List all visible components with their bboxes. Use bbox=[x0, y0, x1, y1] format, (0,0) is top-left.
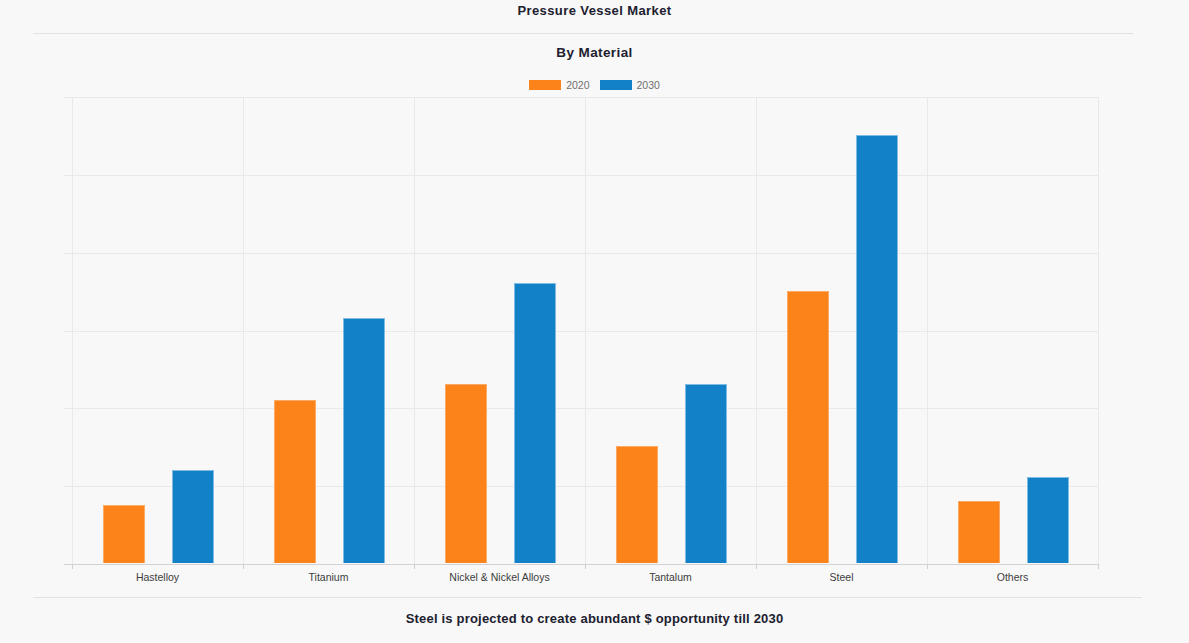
x-axis-tick bbox=[756, 564, 757, 569]
x-axis-tick bbox=[585, 564, 586, 569]
v-gridline bbox=[72, 97, 73, 564]
h-gridline bbox=[64, 253, 1098, 254]
bar-steel-2020[interactable] bbox=[787, 291, 829, 563]
h-gridline bbox=[64, 331, 1098, 332]
bar-others-2020[interactable] bbox=[958, 501, 1000, 563]
v-gridline bbox=[414, 97, 415, 564]
bar-titanium-2020[interactable] bbox=[274, 400, 316, 563]
x-axis-line bbox=[64, 564, 1098, 565]
x-axis-tick bbox=[927, 564, 928, 569]
h-gridline bbox=[64, 97, 1098, 98]
x-axis-tick bbox=[414, 564, 415, 569]
h-gridline bbox=[64, 486, 1098, 487]
bottom-divider bbox=[33, 597, 1142, 598]
v-gridline bbox=[1098, 97, 1099, 564]
category-label-hastelloy: Hastelloy bbox=[72, 571, 243, 583]
v-gridline bbox=[243, 97, 244, 564]
chart-legend: 2020 2030 bbox=[0, 79, 1189, 91]
x-axis-tick bbox=[72, 564, 73, 569]
x-axis-tick bbox=[243, 564, 244, 569]
h-gridline bbox=[64, 408, 1098, 409]
bar-hastelloy-2030[interactable] bbox=[172, 470, 214, 563]
bar-steel-2030[interactable] bbox=[856, 135, 898, 563]
category-label-nickel-nickel-alloys: Nickel & Nickel Alloys bbox=[414, 571, 585, 583]
top-divider bbox=[33, 33, 1133, 34]
plot-area: HastelloyTitaniumNickel & Nickel AlloysT… bbox=[72, 97, 1098, 564]
v-gridline bbox=[756, 97, 757, 564]
category-label-steel: Steel bbox=[756, 571, 927, 583]
h-gridline bbox=[64, 175, 1098, 176]
chart-page: Pressure Vessel Market By Material 20202… bbox=[0, 0, 1189, 643]
bar-nickel-nickel-alloys-2020[interactable] bbox=[445, 384, 487, 563]
chart-subtitle: By Material bbox=[0, 45, 1189, 60]
legend-item-2020[interactable]: 2020 bbox=[529, 79, 589, 91]
chart-note: Steel is projected to create abundant $ … bbox=[0, 611, 1189, 626]
legend-label-2030: 2030 bbox=[637, 79, 660, 91]
legend-item-2030[interactable]: 2030 bbox=[600, 79, 660, 91]
bar-others-2030[interactable] bbox=[1027, 477, 1069, 563]
legend-swatch-2030 bbox=[600, 80, 632, 90]
category-label-others: Others bbox=[927, 571, 1098, 583]
chart-title: Pressure Vessel Market bbox=[0, 3, 1189, 18]
bar-hastelloy-2020[interactable] bbox=[103, 505, 145, 563]
bar-tantalum-2020[interactable] bbox=[616, 446, 658, 563]
legend-label-2020: 2020 bbox=[566, 79, 589, 91]
bar-tantalum-2030[interactable] bbox=[685, 384, 727, 563]
bar-nickel-nickel-alloys-2030[interactable] bbox=[514, 283, 556, 563]
v-gridline bbox=[927, 97, 928, 564]
category-label-titanium: Titanium bbox=[243, 571, 414, 583]
bar-titanium-2030[interactable] bbox=[343, 318, 385, 563]
x-axis-tick bbox=[1098, 564, 1099, 569]
category-label-tantalum: Tantalum bbox=[585, 571, 756, 583]
v-gridline bbox=[585, 97, 586, 564]
legend-swatch-2020 bbox=[529, 80, 561, 90]
